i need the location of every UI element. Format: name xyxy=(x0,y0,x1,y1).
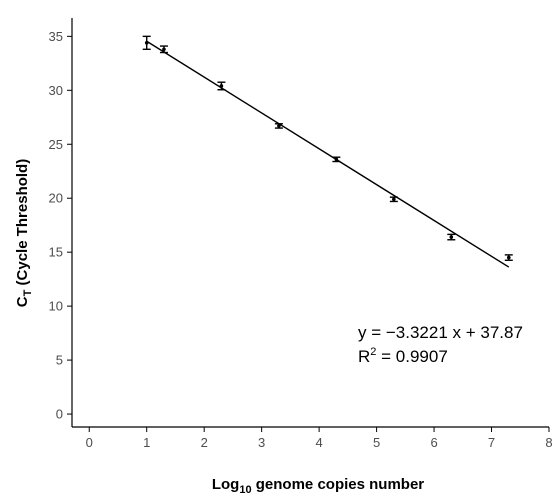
x-tick-label: 6 xyxy=(430,435,437,450)
y-tick-label: 0 xyxy=(56,407,63,422)
x-tick-label: 0 xyxy=(86,435,93,450)
data-point-group xyxy=(504,254,513,261)
y-tick-label: 25 xyxy=(49,137,63,152)
x-tick-label: 3 xyxy=(258,435,265,450)
r-squared-label: R2 = 0.9907 xyxy=(358,346,448,366)
regression-line xyxy=(146,40,510,268)
fit-line-layer xyxy=(146,40,510,268)
data-point-group xyxy=(159,45,168,54)
x-tick-label: 1 xyxy=(143,435,150,450)
data-point xyxy=(449,235,454,239)
data-point xyxy=(219,84,224,88)
y-axis: 0 5 10 15 20 25 30 35 xyxy=(49,18,73,427)
x-tick-label: 4 xyxy=(316,435,323,450)
data-point-group xyxy=(217,81,226,91)
data-point xyxy=(162,47,166,52)
data-point xyxy=(506,255,511,260)
y-tick-label: 30 xyxy=(49,83,63,98)
data-point xyxy=(392,197,396,202)
y-axis-title-main: C xyxy=(14,296,31,307)
y-tick-label: 15 xyxy=(49,245,63,260)
data-point-group xyxy=(332,156,341,163)
data-point-group xyxy=(389,196,398,203)
x-tick-label: 7 xyxy=(488,435,495,450)
x-tick-label: 2 xyxy=(201,435,208,450)
regression-equation: y = −3.3221 x + 37.87 xyxy=(358,323,523,342)
data-point xyxy=(277,124,281,128)
x-axis-title-main: Log xyxy=(212,476,240,493)
r-squared-value: = 0.9907 xyxy=(376,347,447,366)
data-point-group xyxy=(142,35,151,50)
y-tick-label: 10 xyxy=(49,299,63,314)
y-tick-label: 35 xyxy=(49,29,63,44)
r-squared-exponent: 2 xyxy=(370,346,376,358)
x-axis-title-subscript: 10 xyxy=(239,484,251,496)
y-axis-title: CT (Cycle Threshold) xyxy=(14,159,34,307)
x-axis: 0 1 2 3 4 5 6 7 8 xyxy=(72,426,552,450)
y-tick-label: 5 xyxy=(56,353,63,368)
data-points-layer xyxy=(142,35,513,261)
data-point-group xyxy=(274,123,283,129)
y-axis-title-subscript: T xyxy=(22,289,34,296)
x-axis-title: Log10 genome copies number xyxy=(212,476,424,496)
data-point-group xyxy=(447,233,456,241)
y-axis-title-rest: (Cycle Threshold) xyxy=(14,159,31,290)
data-point xyxy=(334,157,339,162)
y-tick-label: 20 xyxy=(49,191,63,206)
x-tick-label: 8 xyxy=(545,435,552,450)
data-point xyxy=(144,41,149,45)
x-tick-label: 5 xyxy=(373,435,380,450)
x-axis-title-rest: genome copies number xyxy=(252,476,425,493)
r-squared-letter: R xyxy=(358,347,370,366)
